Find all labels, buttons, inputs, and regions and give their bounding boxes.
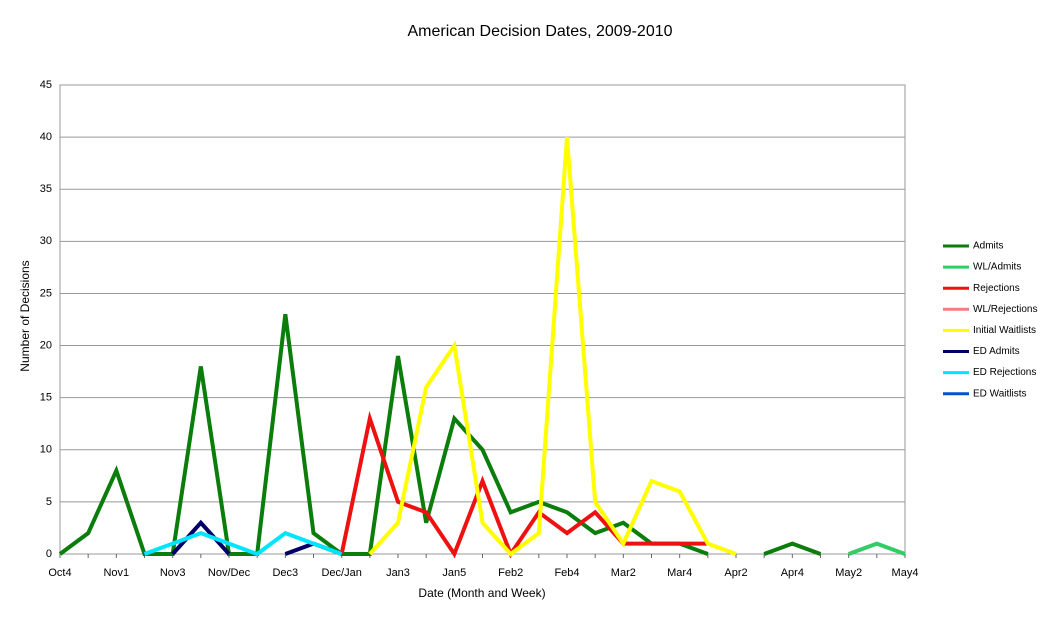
x-axis-label: Date (Month and Week) <box>418 586 545 600</box>
legend-label: ED Rejections <box>973 367 1036 378</box>
legend-label: Initial Waitlists <box>973 325 1036 336</box>
legend-label: ED Waitlists <box>973 388 1027 399</box>
y-tick-label: 25 <box>40 287 52 299</box>
x-tick-label: Jan3 <box>386 567 410 579</box>
y-tick-label: 35 <box>40 183 52 195</box>
y-tick-label: 20 <box>40 339 52 351</box>
y-tick-label: 0 <box>46 548 52 560</box>
x-tick-label: Nov1 <box>103 567 129 579</box>
x-tick-label: Feb2 <box>498 567 523 579</box>
x-tick-label: Apr2 <box>724 567 747 579</box>
y-tick-label: 5 <box>46 496 52 508</box>
y-axis-label: Number of Decisions <box>18 260 32 371</box>
legend-label: WL/Admits <box>973 262 1021 273</box>
x-tick-label: Nov3 <box>160 567 186 579</box>
series-line <box>368 136 737 557</box>
x-tick-label: Dec3 <box>272 567 298 579</box>
x-tick-label: Nov/Dec <box>208 567 251 579</box>
legend-label: ED Admits <box>973 346 1020 357</box>
x-tick-label: Dec/Jan <box>321 567 361 579</box>
x-tick-label: May4 <box>892 567 919 579</box>
y-tick-label: 40 <box>40 131 52 143</box>
y-tick-label: 15 <box>40 392 52 404</box>
x-tick-label: May2 <box>835 567 862 579</box>
y-tick-label: 10 <box>40 444 52 456</box>
series-line <box>847 541 906 556</box>
series-line <box>143 530 343 557</box>
x-tick-label: Apr4 <box>781 567 804 579</box>
legend-label: WL/Rejections <box>973 304 1037 315</box>
y-tick-label: 45 <box>40 79 52 91</box>
chart-title: American Decision Dates, 2009-2010 <box>407 23 672 40</box>
legend-label: Rejections <box>973 283 1020 294</box>
x-tick-label: Feb4 <box>554 567 579 579</box>
x-tick-label: Jan5 <box>442 567 466 579</box>
x-tick-label: Mar4 <box>667 567 692 579</box>
x-tick-label: Mar2 <box>611 567 636 579</box>
y-tick-label: 30 <box>40 235 52 247</box>
x-tick-label: Oct4 <box>48 567 71 579</box>
legend-label: Admits <box>973 241 1004 252</box>
